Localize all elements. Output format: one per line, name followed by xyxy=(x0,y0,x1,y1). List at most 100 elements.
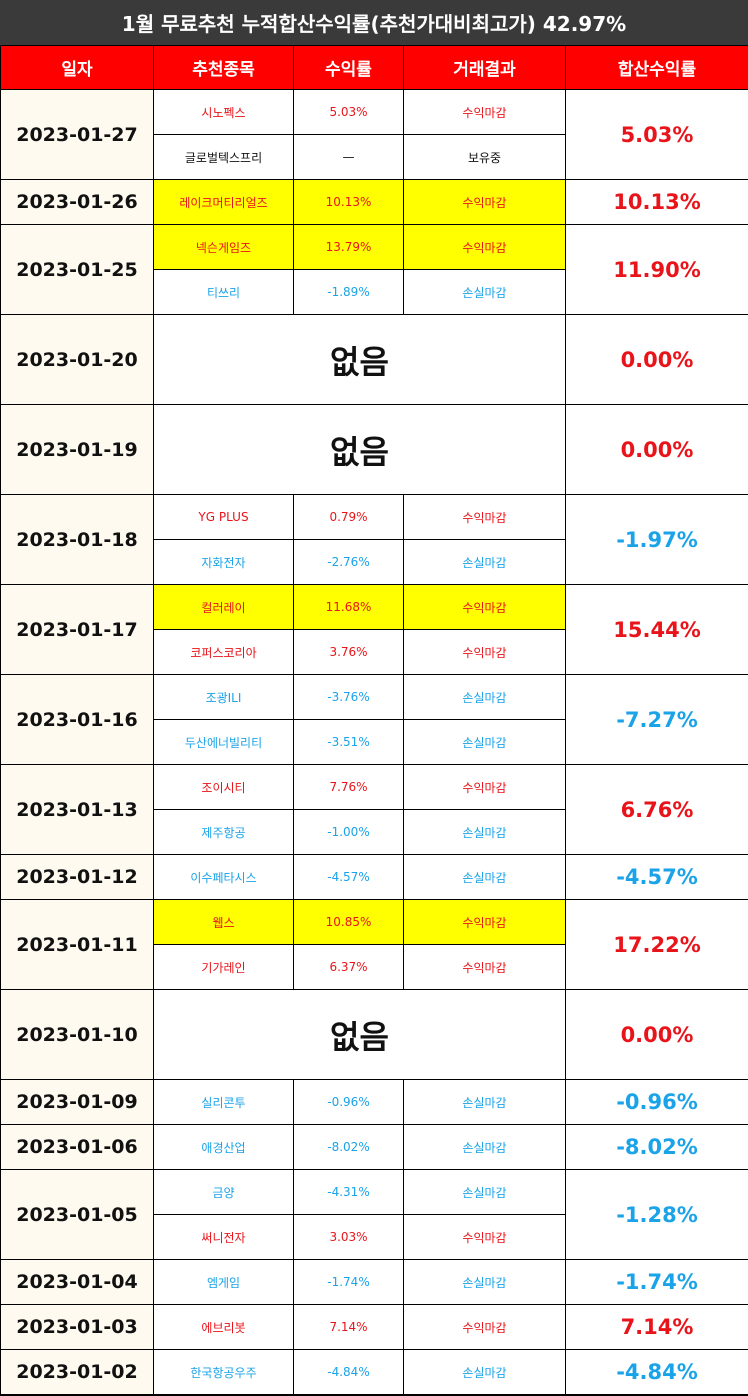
return-cell: 3.76% xyxy=(293,629,404,675)
result-cell: 손실마감 xyxy=(403,1259,566,1305)
date-cell: 2023-01-18 xyxy=(0,494,154,585)
total-return-cell: 11.90% xyxy=(565,224,748,315)
date-cell: 2023-01-27 xyxy=(0,89,154,180)
stock-name-cell: 시노펙스 xyxy=(153,89,294,135)
date-cell: 2023-01-13 xyxy=(0,764,154,855)
table-row: 기가레인 6.37% 수익마감 xyxy=(1,944,748,990)
table-row: 두산에너빌리티 -3.51% 손실마감 xyxy=(1,719,748,765)
table-body: 2023-01-27 시노펙스 5.03% 수익마감 5.03% 글로벌텍스프리 — 보유중 2… xyxy=(0,89,748,1395)
header-total-return: 합산수익률 xyxy=(565,45,748,90)
table-row: 2023-01-11 웹스 10.85% 수익마감 17.22% xyxy=(0,899,748,990)
total-return-cell: -7.27% xyxy=(565,674,748,765)
return-cell: 7.14% xyxy=(293,1304,404,1350)
no-recommendation-cell: 없음 xyxy=(153,989,566,1080)
total-return-cell: -8.02% xyxy=(565,1124,748,1170)
stock-name-cell: 넥슨게임즈 xyxy=(153,224,294,270)
result-cell: 수익마감 xyxy=(403,944,566,990)
stock-name-cell: 엠게임 xyxy=(153,1259,294,1305)
stock-name-cell: 실리콘투 xyxy=(153,1079,294,1125)
table-row: 코퍼스코리아 3.76% 수익마감 xyxy=(1,629,748,675)
stock-name-cell: 써니전자 xyxy=(153,1214,294,1260)
return-cell: -4.84% xyxy=(293,1349,404,1395)
table-row: 2023-01-09 실리콘투 -0.96% 손실마감 -0.96% xyxy=(0,1079,748,1125)
return-cell: 10.85% xyxy=(293,899,404,945)
date-cell: 2023-01-17 xyxy=(0,584,154,675)
table-row: 2023-01-02 한국항공우주 -4.84% 손실마감 -4.84% xyxy=(0,1349,748,1395)
total-return-cell: -1.74% xyxy=(565,1259,748,1305)
return-cell: -1.89% xyxy=(293,269,404,315)
stock-name-cell: 레이크머티리얼즈 xyxy=(153,179,294,225)
stock-name-cell: 글로벌텍스프리 xyxy=(153,134,294,180)
date-cell: 2023-01-20 xyxy=(0,314,154,405)
result-cell: 수익마감 xyxy=(403,899,566,945)
total-return-cell: 10.13% xyxy=(565,179,748,225)
return-cell: 5.03% xyxy=(293,89,404,135)
result-cell: 손실마감 xyxy=(403,719,566,765)
table-row: 2023-01-18 YG PLUS 0.79% 수익마감 -1.97% xyxy=(0,494,748,585)
date-cell: 2023-01-04 xyxy=(0,1259,154,1305)
table-row: 2023-01-26 레이크머티리얼즈 10.13% 수익마감 10.13% xyxy=(0,179,748,225)
stock-name-cell: 코퍼스코리아 xyxy=(153,629,294,675)
table-row: 2023-01-13 조이시티 7.76% 수익마감 6.76% xyxy=(0,764,748,855)
stock-name-cell: 제주항공 xyxy=(153,809,294,855)
stock-name-cell: 조광ILI xyxy=(153,674,294,720)
result-cell: 손실마감 xyxy=(403,1169,566,1215)
total-return-cell: 0.00% xyxy=(565,404,748,495)
total-return-cell: -1.28% xyxy=(565,1169,748,1260)
stock-name-cell: 티쓰리 xyxy=(153,269,294,315)
date-cell: 2023-01-25 xyxy=(0,224,154,315)
table-row: 2023-01-03 에브리봇 7.14% 수익마감 7.14% xyxy=(0,1304,748,1350)
table-row: 티쓰리 -1.89% 손실마감 xyxy=(1,269,748,315)
date-cell: 2023-01-05 xyxy=(0,1169,154,1260)
return-cell: -4.57% xyxy=(293,854,404,900)
return-cell: 3.03% xyxy=(293,1214,404,1260)
date-cell: 2023-01-12 xyxy=(0,854,154,900)
total-return-cell: 17.22% xyxy=(565,899,748,990)
result-cell: 수익마감 xyxy=(403,584,566,630)
result-cell: 손실마감 xyxy=(403,1349,566,1395)
return-cell: -3.51% xyxy=(293,719,404,765)
stock-name-cell: 컬러레이 xyxy=(153,584,294,630)
no-recommendation-cell: 없음 xyxy=(153,404,566,495)
return-cell: 13.79% xyxy=(293,224,404,270)
stock-name-cell: 자화전자 xyxy=(153,539,294,585)
table-row: 2023-01-06 애경산업 -8.02% 손실마감 -8.02% xyxy=(0,1124,748,1170)
result-cell: 손실마감 xyxy=(403,1124,566,1170)
return-cell: -8.02% xyxy=(293,1124,404,1170)
total-return-cell: -1.97% xyxy=(565,494,748,585)
total-return-cell: -4.57% xyxy=(565,854,748,900)
result-cell: 보유중 xyxy=(403,134,566,180)
header-date: 일자 xyxy=(0,45,154,90)
date-cell: 2023-01-16 xyxy=(0,674,154,765)
return-cell: -1.00% xyxy=(293,809,404,855)
date-cell: 2023-01-26 xyxy=(0,179,154,225)
table-row: 자화전자 -2.76% 손실마감 xyxy=(1,539,748,585)
header-stock: 추천종목 xyxy=(153,45,294,90)
table-row: 2023-01-27 시노펙스 5.03% 수익마감 5.03% xyxy=(0,89,748,180)
return-cell: — xyxy=(293,134,404,180)
return-cell: -1.74% xyxy=(293,1259,404,1305)
stock-name-cell: 웹스 xyxy=(153,899,294,945)
date-cell: 2023-01-11 xyxy=(0,899,154,990)
return-cell: -3.76% xyxy=(293,674,404,720)
table-row: 제주항공 -1.00% 손실마감 xyxy=(1,809,748,855)
date-cell: 2023-01-10 xyxy=(0,989,154,1080)
stock-name-cell: 에브리봇 xyxy=(153,1304,294,1350)
table-row: 2023-01-04 엠게임 -1.74% 손실마감 -1.74% xyxy=(0,1259,748,1305)
total-return-cell: 7.14% xyxy=(565,1304,748,1350)
result-cell: 수익마감 xyxy=(403,494,566,540)
header-return: 수익률 xyxy=(293,45,404,90)
result-cell: 수익마감 xyxy=(403,179,566,225)
return-cell: -2.76% xyxy=(293,539,404,585)
result-cell: 손실마감 xyxy=(403,269,566,315)
return-cell: -4.31% xyxy=(293,1169,404,1215)
date-cell: 2023-01-19 xyxy=(0,404,154,495)
result-cell: 손실마감 xyxy=(403,854,566,900)
return-cell: 7.76% xyxy=(293,764,404,810)
total-return-cell: 6.76% xyxy=(565,764,748,855)
table-row-empty: 2023-01-19 없음 0.00% xyxy=(0,404,748,495)
date-cell: 2023-01-02 xyxy=(0,1349,154,1395)
result-cell: 수익마감 xyxy=(403,224,566,270)
stock-name-cell: 한국항공우주 xyxy=(153,1349,294,1395)
table-row: 2023-01-16 조광ILI -3.76% 손실마감 -7.27% xyxy=(0,674,748,765)
